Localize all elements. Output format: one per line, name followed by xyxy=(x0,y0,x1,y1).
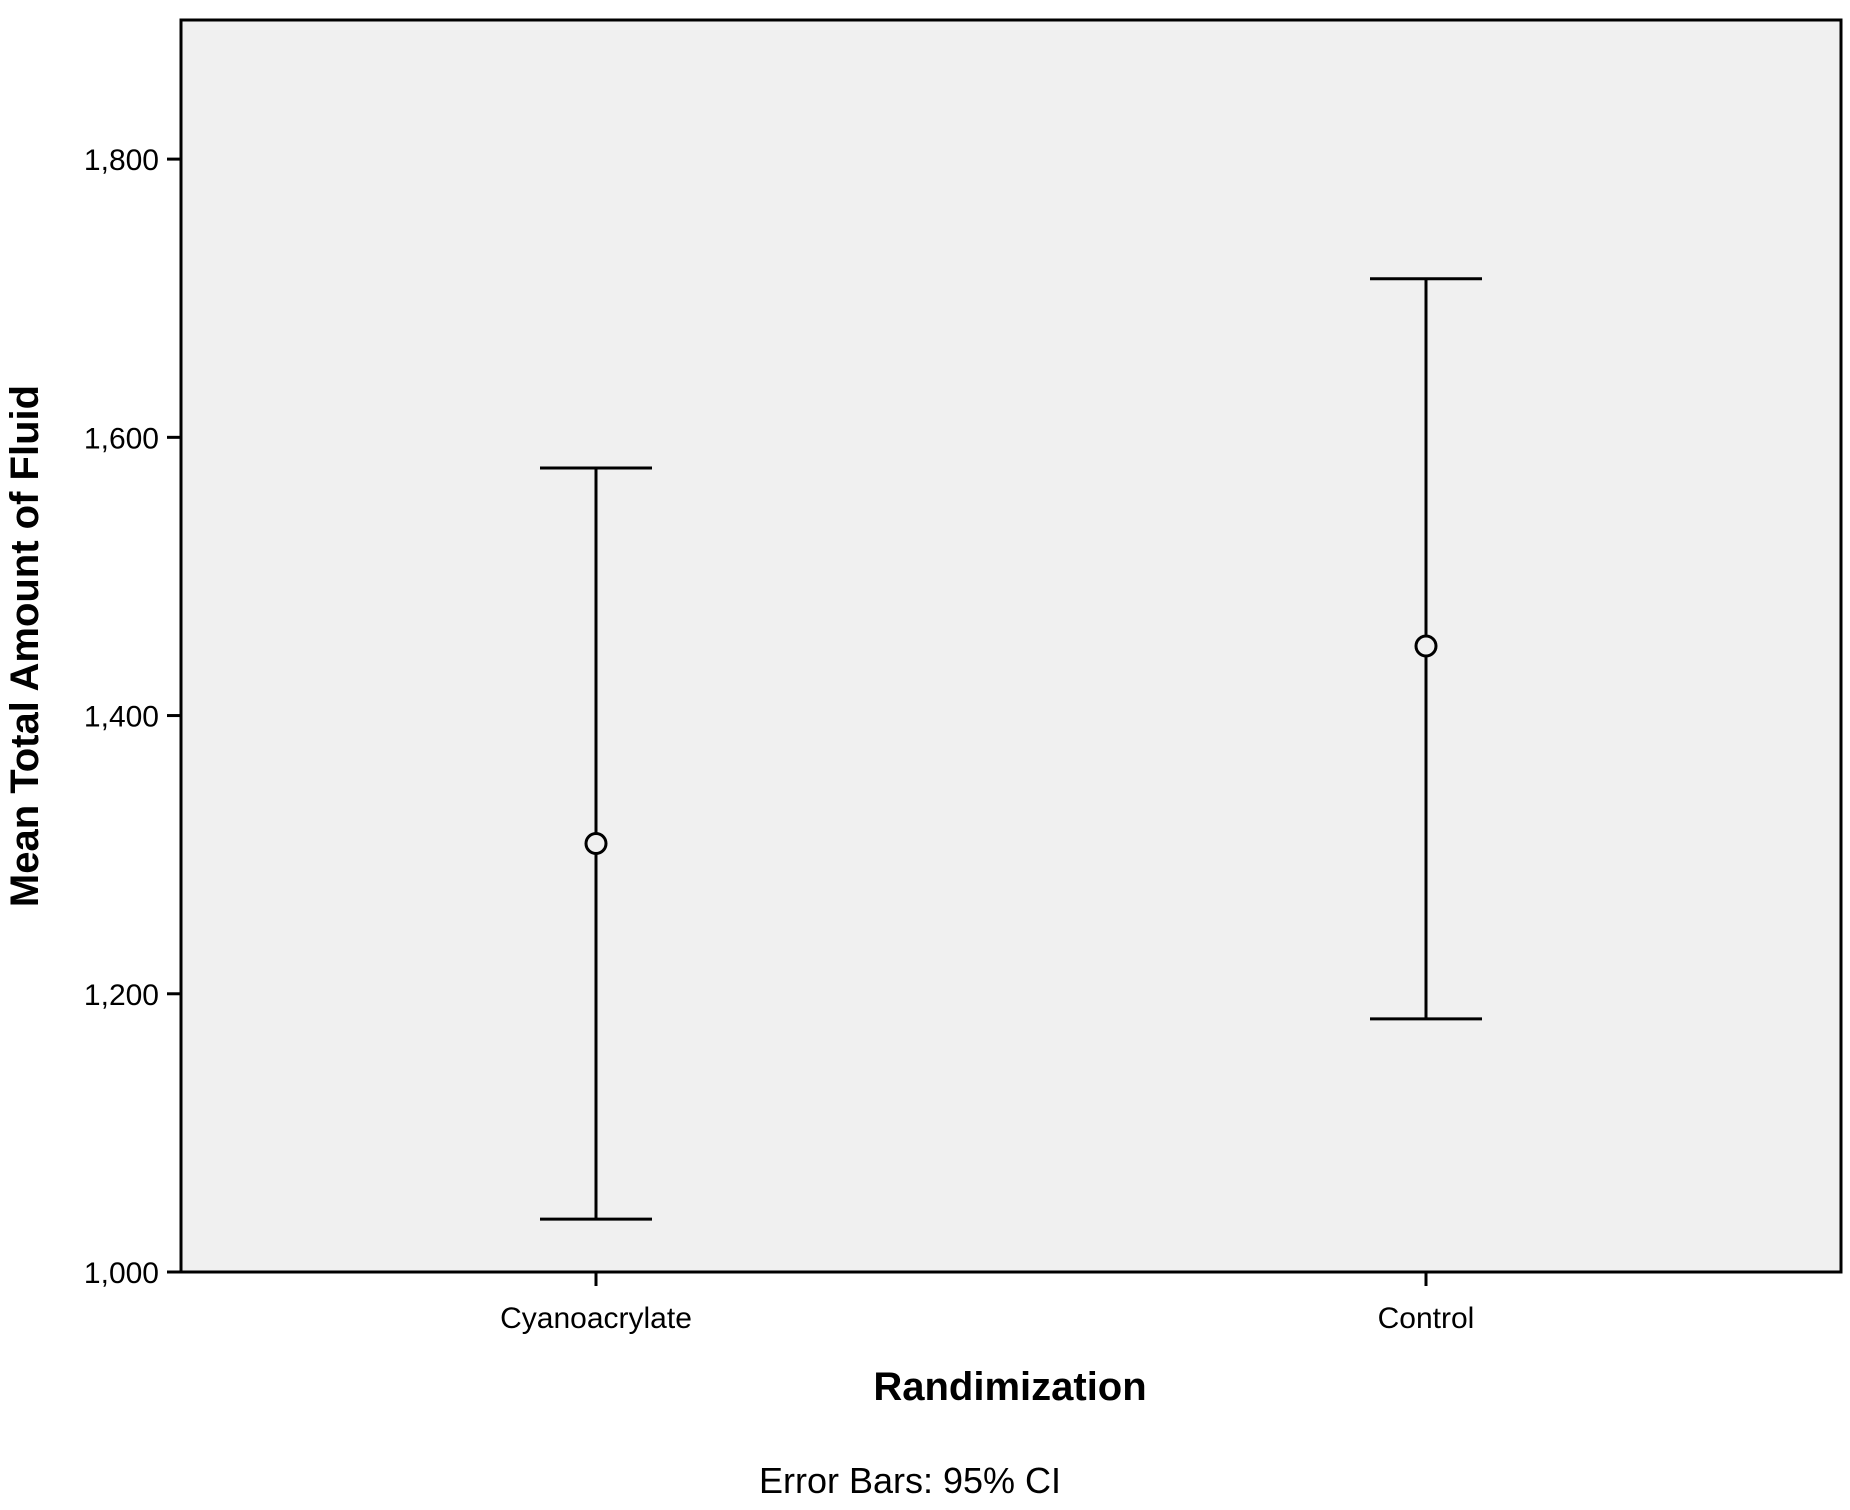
mean-marker xyxy=(584,832,608,856)
x-axis-title: Randimization xyxy=(873,1365,1146,1409)
error-bars xyxy=(540,277,1482,1221)
y-tick-label: 1,000 xyxy=(84,1257,159,1290)
error-bar-footnote: Error Bars: 95% CI xyxy=(759,1460,1061,1501)
y-tick-label: 1,200 xyxy=(84,979,159,1012)
y-axis: 1,000 1,200 1,400 1,600 1,800 xyxy=(84,144,181,1290)
y-tick-label: 1,600 xyxy=(84,422,159,455)
y-tick-label: 1,400 xyxy=(84,701,159,734)
y-axis-title: Mean Total Amount of Fluid xyxy=(3,385,47,907)
plot-area xyxy=(179,18,1843,1274)
x-axis: Cyanoacrylate Control xyxy=(500,1272,1474,1335)
y-tick-label: 1,800 xyxy=(84,144,159,177)
mean-marker xyxy=(1414,634,1438,658)
x-tick-label: Control xyxy=(1378,1302,1475,1335)
x-tick-label: Cyanoacrylate xyxy=(500,1302,692,1335)
